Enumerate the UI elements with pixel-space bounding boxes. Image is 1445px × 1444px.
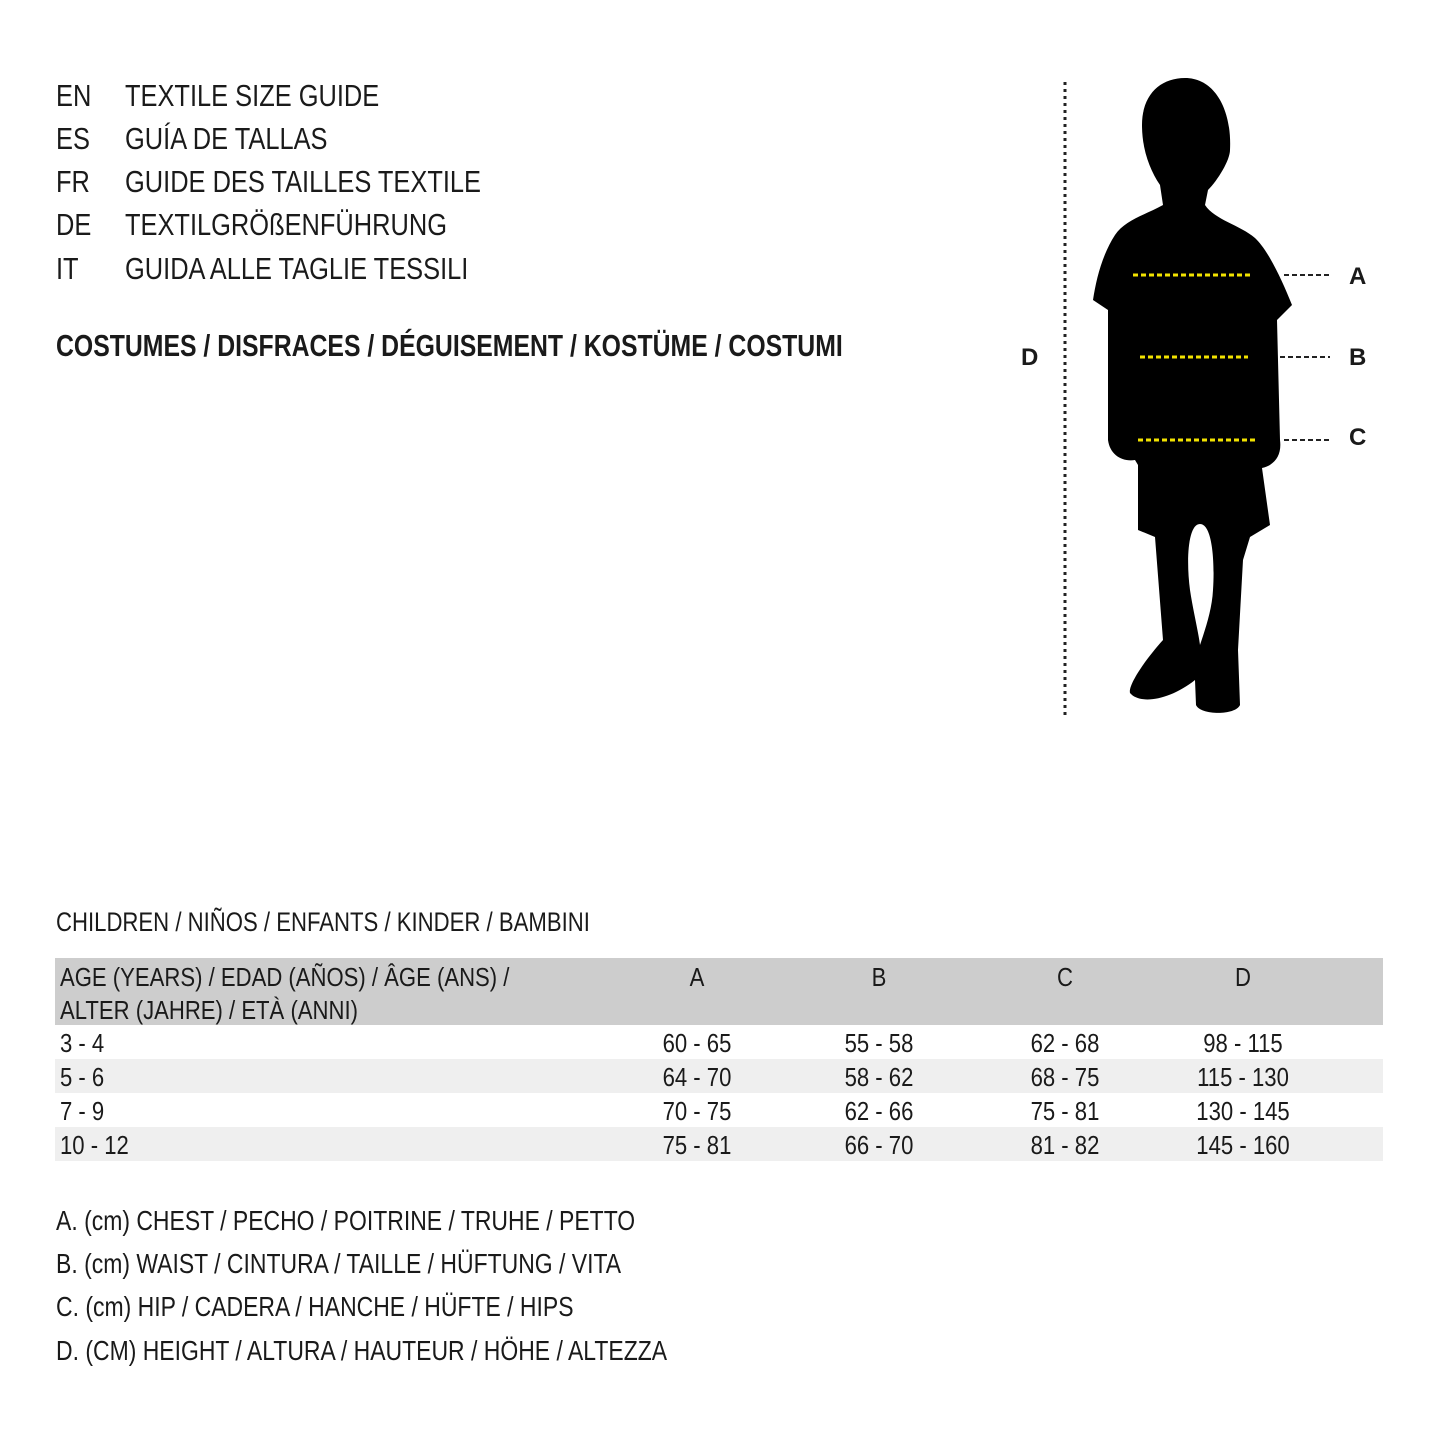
cell-age: 3 - 4 xyxy=(60,1028,105,1058)
cell-age: 10 - 12 xyxy=(60,1130,129,1160)
silhouette xyxy=(1093,78,1292,713)
label-b: B xyxy=(1349,344,1367,371)
cell-a: 75 - 81 xyxy=(662,1130,732,1160)
header-col-d: D xyxy=(1235,962,1251,992)
cell-d: 145 - 160 xyxy=(1196,1130,1290,1160)
lang-code-de: DE xyxy=(56,207,92,242)
table-row: 5 - 6 64 - 70 58 - 62 68 - 75 115 - 130 xyxy=(55,1059,1383,1093)
lang-code-es: ES xyxy=(56,121,90,156)
title-fr: GUIDE DES TAILLES TEXTILE xyxy=(125,164,482,199)
label-c: C xyxy=(1349,424,1367,451)
table-row: 3 - 4 60 - 65 55 - 58 62 - 68 98 - 115 xyxy=(55,1025,1383,1059)
table-row: 7 - 9 70 - 75 62 - 66 75 - 81 130 - 145 xyxy=(55,1093,1383,1127)
size-table: AGE (YEARS) / EDAD (AÑOS) / ÂGE (ANS) / … xyxy=(55,958,1383,1161)
leg-gap xyxy=(1188,524,1214,645)
table-header: AGE (YEARS) / EDAD (AÑOS) / ÂGE (ANS) / … xyxy=(55,958,1383,1025)
table-row: 10 - 12 75 - 81 66 - 70 81 - 82 145 - 16… xyxy=(55,1127,1383,1161)
cell-b: 62 - 66 xyxy=(844,1096,914,1126)
cell-d: 130 - 145 xyxy=(1196,1096,1290,1126)
header-col-a: A xyxy=(689,962,705,992)
category-heading: COSTUMES / DISFRACES / DÉGUISEMENT / KOS… xyxy=(56,328,843,363)
title-en: TEXTILE SIZE GUIDE xyxy=(125,78,380,113)
cell-b: 58 - 62 xyxy=(844,1062,914,1092)
cell-a: 64 - 70 xyxy=(662,1062,732,1092)
cell-d: 115 - 130 xyxy=(1197,1062,1289,1092)
cell-c: 62 - 68 xyxy=(1030,1028,1100,1058)
table-caption: CHILDREN / NIÑOS / ENFANTS / KINDER / BA… xyxy=(56,907,590,937)
label-a: A xyxy=(1349,263,1367,290)
title-es: GUÍA DE TALLAS xyxy=(125,121,328,156)
legend-height: D. (CM) HEIGHT / ALTURA / HAUTEUR / HÖHE… xyxy=(56,1335,668,1366)
cell-c: 68 - 75 xyxy=(1030,1062,1100,1092)
header-col-b: B xyxy=(871,962,887,992)
cell-b: 66 - 70 xyxy=(844,1130,914,1160)
cell-age: 5 - 6 xyxy=(60,1062,105,1092)
title-de: TEXTILGRÖßENFÜHRUNG xyxy=(125,207,448,242)
lang-code-en: EN xyxy=(56,78,92,113)
child-silhouette-icon xyxy=(1063,78,1330,715)
header-col-c: C xyxy=(1057,962,1073,992)
lang-code-it: IT xyxy=(56,251,79,286)
legend-waist: B. (cm) WAIST / CINTURA / TAILLE / HÜFTU… xyxy=(56,1248,622,1279)
legend-chest: A. (cm) CHEST / PECHO / POITRINE / TRUHE… xyxy=(56,1205,636,1236)
cell-age: 7 - 9 xyxy=(60,1096,105,1126)
header-age-line2: ALTER (JAHRE) / ETÀ (ANNI) xyxy=(60,995,358,1025)
cell-c: 75 - 81 xyxy=(1030,1096,1100,1126)
title-it: GUIDA ALLE TAGLIE TESSILI xyxy=(125,251,469,286)
lang-code-fr: FR xyxy=(56,164,90,199)
cell-c: 81 - 82 xyxy=(1030,1130,1100,1160)
legend-hip: C. (cm) HIP / CADERA / HANCHE / HÜFTE / … xyxy=(56,1291,574,1322)
cell-b: 55 - 58 xyxy=(844,1028,914,1058)
header-age-line1: AGE (YEARS) / EDAD (AÑOS) / ÂGE (ANS) / xyxy=(60,962,510,992)
cell-a: 60 - 65 xyxy=(662,1028,732,1058)
cell-d: 98 - 115 xyxy=(1203,1028,1283,1058)
label-d: D xyxy=(1021,344,1039,371)
cell-a: 70 - 75 xyxy=(662,1096,732,1126)
